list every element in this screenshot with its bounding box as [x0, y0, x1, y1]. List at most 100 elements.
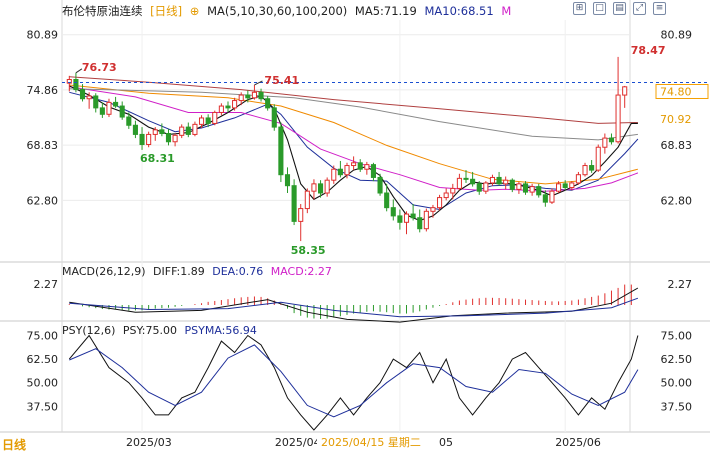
low-label-left: 68.31 [140, 152, 175, 165]
candle-body [66, 79, 72, 84]
psy-y-tick-right: 75.00 [661, 329, 693, 342]
high-marker-mid [254, 80, 263, 86]
ma-line-ma60 [69, 84, 639, 185]
candle-body [86, 95, 92, 100]
candle [615, 56, 621, 144]
candle [99, 102, 105, 118]
candle [417, 209, 423, 233]
candle [503, 176, 509, 190]
candle [324, 177, 330, 197]
menu-icon[interactable]: ≡ [653, 2, 666, 15]
high-label-left: 76.73 [82, 61, 117, 74]
ma-line-ma200 [69, 76, 638, 124]
macd-dea: DEA:0.76 [212, 265, 264, 278]
candle [119, 101, 125, 120]
candle [185, 122, 191, 138]
candle-body [622, 86, 628, 96]
candle [562, 180, 568, 191]
candle-body [602, 137, 608, 148]
candle [390, 199, 396, 221]
candle-body [615, 94, 621, 143]
candle-body [139, 133, 145, 145]
candle-body [265, 98, 271, 109]
psy-y-tick-left: 50.00 [27, 377, 59, 390]
square-icon[interactable]: □ [593, 2, 606, 15]
candle [423, 208, 429, 232]
candle-body [483, 182, 489, 192]
candle [509, 178, 515, 193]
grid-icon[interactable]: ⊞ [573, 2, 586, 15]
candle-body [608, 137, 615, 143]
date-label: 2025/06 [555, 436, 601, 449]
candle-body [377, 176, 383, 194]
candle [284, 167, 291, 194]
candle-body [384, 192, 390, 209]
candle-body [549, 190, 555, 203]
period-label[interactable]: [日线] [150, 4, 183, 18]
candle [225, 101, 231, 113]
candle [159, 123, 165, 137]
candle-body [113, 101, 119, 107]
candle-body [423, 210, 429, 230]
candle [463, 170, 469, 183]
candle-body [99, 107, 105, 115]
window-icon[interactable]: ▤ [613, 2, 626, 15]
macd-dea-line [69, 297, 639, 318]
candle [132, 120, 138, 139]
ma-more-tag[interactable]: M [501, 4, 512, 18]
candle-body [284, 174, 291, 187]
macd-y-tick-left: 2.27 [34, 278, 59, 291]
ma-level-label: 70.92 [660, 113, 692, 126]
instrument-title: 布伦特原油连续 [62, 4, 143, 18]
candle-body [251, 91, 257, 99]
candle [265, 95, 271, 111]
macd-value: MACD:2.27 [270, 265, 332, 278]
psy-y-tick-right: 62.50 [661, 353, 693, 366]
candle [370, 162, 376, 182]
candle [258, 88, 264, 102]
candle-body [126, 116, 132, 126]
y-tick-label-right: 68.83 [661, 139, 693, 152]
candle-body [146, 133, 152, 145]
candle [496, 171, 502, 186]
candle-body [93, 95, 99, 109]
candle-body [430, 207, 436, 212]
candle [357, 159, 363, 172]
candle-body [165, 133, 172, 143]
candle [489, 174, 496, 186]
macd-header: MACD(26,12,9) DIFF:1.89 DEA:0.76 MACD:2.… [62, 265, 332, 278]
candle [456, 173, 462, 191]
y-tick-label-right: 62.80 [661, 194, 693, 207]
candle [364, 161, 370, 175]
ma10-value: MA10:68.51 [424, 4, 494, 18]
candle-body [589, 165, 595, 171]
date-label: 2025/04 [275, 436, 321, 449]
candle-body [278, 126, 284, 176]
candle [582, 162, 588, 177]
ma-params-label: MA(5,10,30,60,100,200) [207, 4, 348, 18]
candle-body [437, 197, 443, 209]
candle [205, 114, 211, 128]
candle-body [529, 186, 535, 193]
candle-body [450, 187, 456, 194]
psy-y-tick-left: 62.50 [27, 353, 59, 366]
candle-body [185, 126, 191, 135]
psy-y-tick-right: 50.00 [661, 377, 693, 390]
candle-body [238, 94, 244, 102]
candle [311, 179, 317, 200]
candle-body [476, 183, 482, 192]
candle [291, 179, 297, 226]
expand-icon[interactable]: ⤢ [633, 2, 646, 15]
candle-body [337, 168, 343, 176]
candle [516, 182, 522, 194]
main-chart-header: 布伦特原油连续 [日线] ⊕ MA(5,10,30,60,100,200) MA… [62, 3, 515, 19]
add-indicator-icon[interactable]: ⊕ [189, 4, 200, 18]
candle-body [556, 183, 562, 192]
candle [86, 92, 92, 109]
footer-period-tag[interactable]: 日线 [2, 438, 27, 452]
candle-body [357, 162, 363, 170]
candle [331, 165, 337, 184]
candle-body [456, 177, 462, 189]
candle-body [119, 105, 125, 118]
